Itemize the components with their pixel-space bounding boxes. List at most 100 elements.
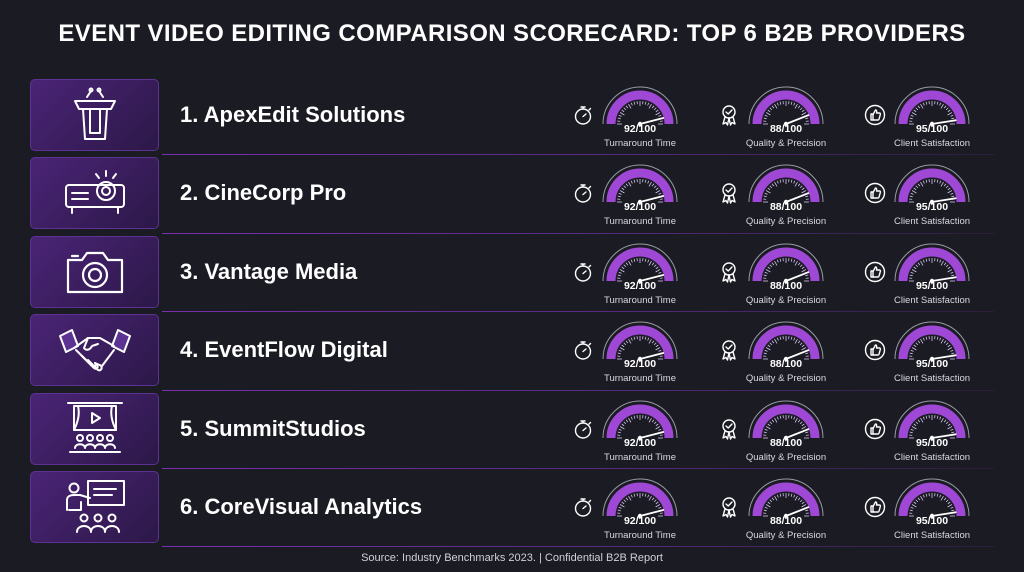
stopwatch-icon [572,104,594,126]
scorecard-rows: 1. ApexEdit Solutions 92/100 Turnaround T… [30,78,994,548]
provider-row: 2. CineCorp Pro 92/100 Turnaround Time 88/… [30,156,994,234]
handshake-icon [58,329,131,372]
thumbs-up-icon [864,418,886,440]
score-value: 88/100 [769,201,803,214]
metric-label: Quality & Precision [745,138,827,149]
row-divider [162,467,994,469]
score-value: 92/100 [623,514,657,527]
provider-name: 4. EventFlow Digital [180,337,388,363]
projector-icon [64,170,125,215]
metric-gauge: 95/100 Client Satisfaction [858,160,988,232]
row-divider [162,546,994,548]
metric-label: Turnaround Time [604,451,676,463]
metric-label: Quality & Precision [745,451,827,463]
metric-label: Client Satisfaction [893,138,971,149]
metric-gauge: 88/100 Quality & Precision [712,396,842,468]
award-ribbon-icon [718,339,740,361]
provider-icon-box [30,470,159,543]
provider-icon-box [30,314,159,387]
score-value: 92/100 [623,123,657,135]
metric-gauge: 95/100 Client Satisfaction [858,317,988,389]
row-divider [162,389,994,391]
row-divider [162,154,994,156]
score-value: 95/100 [915,436,949,449]
score-value: 95/100 [915,201,949,214]
provider-name: 1. ApexEdit Solutions [180,102,406,127]
provider-icon-box [30,235,159,308]
award-ribbon-icon [718,418,740,440]
provider-row: 4. EventFlow Digital 92/100 Turnaround Ti… [30,313,994,391]
metric-label: Quality & Precision [745,294,827,306]
stopwatch-icon [572,261,594,283]
award-ribbon-icon [718,496,740,518]
thumbs-up-icon [864,182,886,204]
thumbs-up-icon [864,339,886,361]
theater-screen-icon [66,401,123,453]
metric-gauge: 95/100 Client Satisfaction [858,474,988,546]
metric-label: Turnaround Time [604,216,676,228]
stopwatch-icon [572,339,594,361]
provider-name: 2. CineCorp Pro [180,180,347,206]
score-value: 92/100 [623,436,657,449]
metric-gauge: 88/100 Quality & Precision [712,474,842,546]
provider-row: 1. ApexEdit Solutions 92/100 Turnaround T… [30,78,994,156]
metric-gauge: 88/100 Quality & Precision [712,82,842,154]
thumbs-up-icon [864,104,886,126]
presentation-icon [65,479,125,533]
metric-label: Client Satisfaction [893,294,971,306]
metric-gauge: 92/100 Turnaround Time [566,474,696,546]
row-divider [162,311,994,313]
metric-gauge: 88/100 Quality & Precision [712,317,842,389]
metric-label: Client Satisfaction [893,451,971,463]
metric-gauge: 92/100 Turnaround Time [566,317,696,389]
metric-label: Quality & Precision [745,373,827,385]
metric-gauge: 95/100 Client Satisfaction [858,239,988,311]
metric-label: Client Satisfaction [893,216,971,228]
provider-icon-box [30,79,159,151]
score-value: 95/100 [915,279,949,292]
page-title: EVENT VIDEO EDITING COMPARISON SCORECARD… [58,20,966,47]
camera-icon [66,251,123,293]
stopwatch-icon [572,418,594,440]
score-value: 88/100 [769,514,803,527]
score-value: 88/100 [769,123,803,135]
metric-gauge: 92/100 Turnaround Time [566,396,696,468]
metric-label: Client Satisfaction [893,529,971,541]
score-value: 95/100 [915,123,949,135]
source-footnote: Source: Industry Benchmarks 2023. | Conf… [361,552,663,564]
metric-label: Turnaround Time [604,373,676,385]
score-value: 88/100 [769,279,803,292]
metric-label: Turnaround Time [604,529,676,541]
provider-icon-box [30,392,159,465]
score-value: 88/100 [769,436,803,449]
metric-label: Turnaround Time [604,294,676,306]
score-value: 92/100 [623,279,657,292]
metric-label: Turnaround Time [604,138,676,149]
stopwatch-icon [572,182,594,204]
metric-label: Quality & Precision [745,529,827,541]
award-ribbon-icon [718,104,740,126]
score-value: 92/100 [623,358,657,371]
row-divider [162,232,994,234]
score-value: 92/100 [623,201,657,214]
metric-gauge: 92/100 Turnaround Time [566,160,696,232]
provider-row: 3. Vantage Media 92/100 Turnaround Time 88… [30,235,994,313]
provider-row: 5. SummitStudios 92/100 Turnaround Time 88… [30,392,994,470]
provider-name: 3. Vantage Media [180,258,358,284]
score-value: 88/100 [769,358,803,371]
score-value: 95/100 [915,514,949,527]
podium-icon [73,87,116,140]
metric-gauge: 88/100 Quality & Precision [712,160,842,232]
stopwatch-icon [572,496,594,518]
metric-gauge: 95/100 Client Satisfaction [858,396,988,468]
provider-icon-box [30,157,159,230]
award-ribbon-icon [718,182,740,205]
metric-gauge: 92/100 Turnaround Time [566,82,696,154]
thumbs-up-icon [864,496,886,518]
metric-gauge: 95/100 Client Satisfaction [858,82,988,154]
metric-gauge: 88/100 Quality & Precision [712,239,842,311]
thumbs-up-icon [864,261,886,283]
award-ribbon-icon [718,261,740,283]
provider-row: 6. CoreVisual Analytics 92/100 Turnaround… [30,470,994,548]
provider-name: 6. CoreVisual Analytics [180,493,423,519]
